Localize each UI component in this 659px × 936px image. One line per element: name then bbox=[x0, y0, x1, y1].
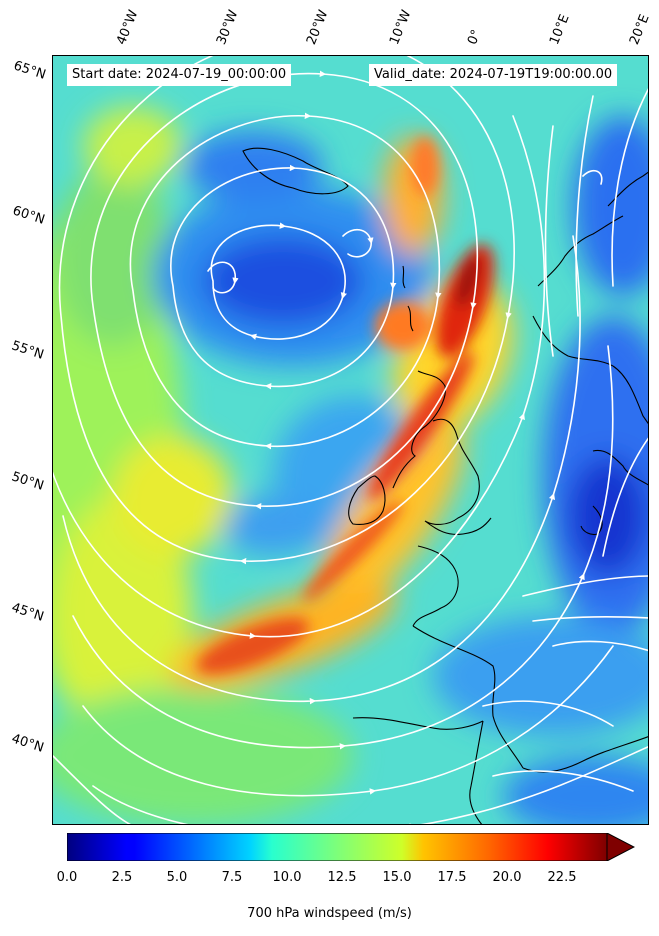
lon-label-30w: 30°W bbox=[214, 8, 242, 47]
lon-label-0: 0° bbox=[465, 27, 485, 47]
colorbar-tick: 17.5 bbox=[437, 870, 467, 885]
colorbar-tick: 22.5 bbox=[547, 870, 577, 885]
lat-label-55n: 55°N bbox=[9, 338, 46, 363]
colorbar-tick: 20.0 bbox=[492, 870, 522, 885]
valid-date-label: Valid_date: 2024-07-19T19:00:00.00 bbox=[369, 64, 618, 86]
lon-label-20w: 20°W bbox=[304, 8, 332, 47]
colorbar-tick: 5.0 bbox=[166, 870, 188, 885]
colorbar bbox=[67, 833, 635, 861]
lat-label-65n: 65°N bbox=[11, 58, 48, 83]
windspeed-field bbox=[53, 56, 648, 824]
streamlines bbox=[53, 56, 648, 824]
colorbar-extend-arrow bbox=[606, 833, 635, 861]
lon-label-10w: 10°W bbox=[387, 8, 415, 47]
lat-label-45n: 45°N bbox=[9, 600, 46, 625]
start-date-label: Start date: 2024-07-19_00:00:00 bbox=[67, 64, 292, 86]
colorbar-gradient bbox=[67, 833, 608, 861]
colorbar-tick: 7.5 bbox=[221, 870, 243, 885]
windspeed-map bbox=[52, 55, 649, 825]
colorbar-tick: 10.0 bbox=[272, 870, 302, 885]
lon-label-10e: 10°E bbox=[547, 12, 573, 47]
lon-label-20e: 20°E bbox=[627, 12, 653, 47]
colorbar-tick: 2.5 bbox=[111, 870, 133, 885]
lon-label-40w: 40°W bbox=[114, 8, 142, 47]
colorbar-title: 700 hPa windspeed (m/s) bbox=[247, 906, 412, 921]
colorbar-tick: 12.5 bbox=[327, 870, 357, 885]
lat-label-60n: 60°N bbox=[10, 203, 47, 228]
lat-label-50n: 50°N bbox=[9, 469, 46, 494]
colorbar-tick: 0.0 bbox=[56, 870, 78, 885]
colorbar-tick: 15.0 bbox=[382, 870, 412, 885]
lat-label-40n: 40°N bbox=[9, 731, 46, 756]
